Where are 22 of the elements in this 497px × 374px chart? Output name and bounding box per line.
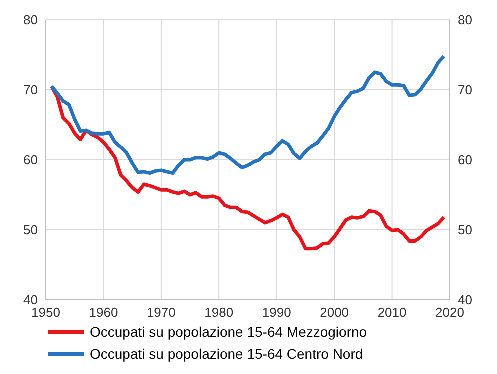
y-tick-label: 50 [24,222,38,238]
x-tick-label: 2000 [320,305,350,320]
x-tick-label: 2010 [378,305,407,320]
x-tick-label: 1950 [32,305,60,320]
y-tick-label: 70 [24,82,38,98]
x-tick-label: 1960 [89,305,118,320]
x-tick-label: 1990 [262,305,292,320]
y-tick-label: 80 [24,12,38,28]
y2-tick-label: 70 [458,82,472,98]
y-tick-label: 40 [24,292,38,308]
x-tick-label: 1970 [146,305,176,320]
y2-tick-label: 50 [458,222,472,238]
legend-label: Occupati su popolazione 15-64 Mezzogiorno [90,324,368,340]
legend-label: Occupati su popolazione 15-64 Centro Nord [90,346,364,362]
x-tick-label: 2020 [436,305,464,320]
y2-tick-label: 40 [458,292,472,308]
x-tick-label: 1980 [204,305,234,320]
y2-tick-label: 60 [458,152,472,168]
line-series [50,54,446,176]
line-series [50,84,446,251]
y2-tick-label: 80 [458,12,472,28]
y-tick-label: 60 [24,152,38,168]
